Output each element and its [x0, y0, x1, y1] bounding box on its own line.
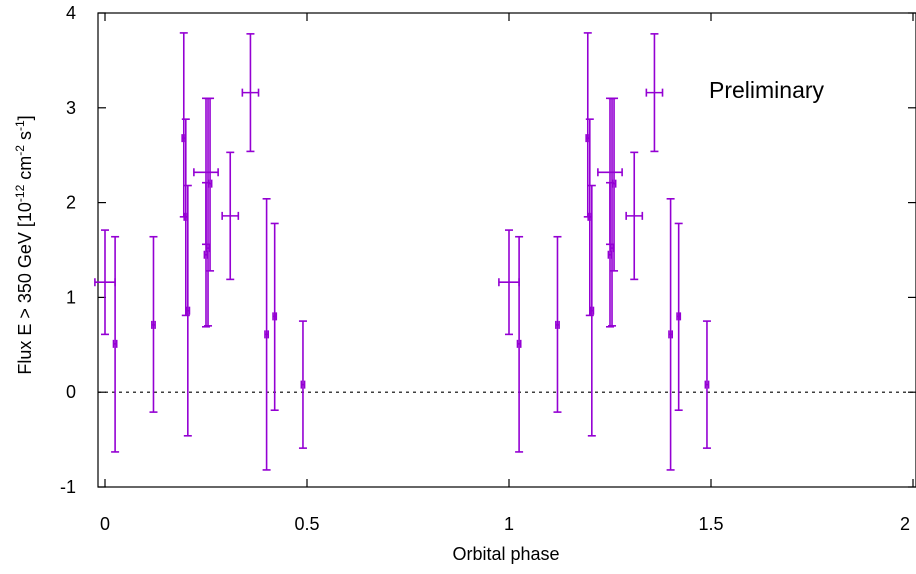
x-axis-label: Orbital phase [452, 544, 559, 564]
x-tick-label: 0.5 [294, 514, 319, 534]
data-point [262, 198, 271, 471]
y-label-mid2: s [15, 131, 35, 145]
y-tick-label: 0 [66, 382, 76, 402]
x-tick-label: 2 [900, 514, 910, 534]
data-point [149, 235, 158, 413]
y-tick-label: 3 [66, 98, 76, 118]
x-tick-label: 0 [100, 514, 110, 534]
y-axis-label: Flux E > 350 GeV [10-12 cm-2 s-1] [13, 115, 35, 374]
data-point [610, 97, 619, 272]
plot-frame [97, 12, 916, 488]
data-point [625, 151, 644, 281]
data-points [94, 32, 711, 471]
data-point [515, 235, 524, 453]
data-point [183, 184, 192, 437]
y-label-exp3: -1 [13, 120, 27, 131]
x-tick-label: 1 [504, 514, 514, 534]
y-tick-label: -1 [60, 477, 76, 497]
y-label-exp1: -12 [13, 184, 27, 202]
preliminary-annotation: Preliminary [709, 77, 825, 103]
y-tick-label: 1 [66, 287, 76, 307]
y-label-exp2: -2 [13, 145, 27, 156]
data-point [241, 33, 260, 153]
data-point [221, 151, 240, 281]
data-point [206, 97, 215, 272]
y-tick-label: 2 [66, 193, 76, 213]
y-label-mid: cm [15, 156, 35, 185]
data-point [666, 198, 675, 471]
y-tick-label: 4 [66, 3, 76, 23]
data-point [298, 320, 307, 449]
data-point [553, 235, 562, 413]
data-point [645, 33, 664, 153]
data-point [498, 229, 520, 336]
x-tick-label: 1.5 [698, 514, 723, 534]
data-point [702, 320, 711, 449]
y-label-prefix: Flux E > 350 GeV [10 [15, 202, 35, 375]
data-point [674, 222, 683, 412]
data-point [587, 184, 596, 437]
data-point [111, 235, 120, 453]
data-point [270, 222, 279, 412]
y-label-suffix: ] [15, 115, 35, 120]
x-axis-ticks: 0 0.5 1 1.5 2 [100, 13, 914, 534]
